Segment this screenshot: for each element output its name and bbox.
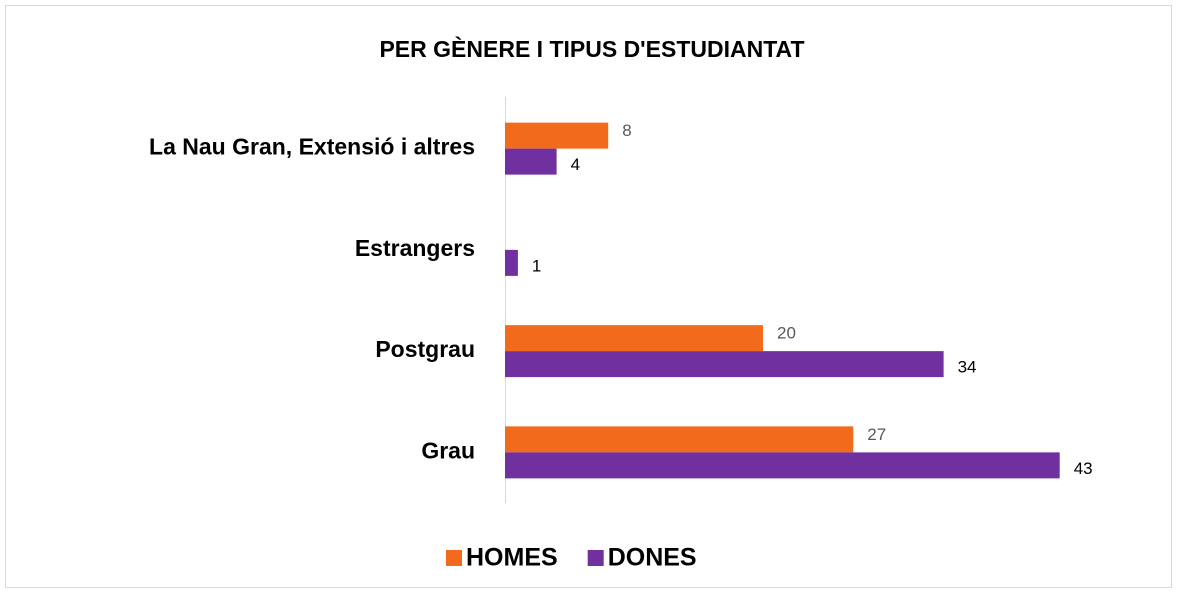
chart-title: PER GÈNERE I TIPUS D'ESTUDIANTAT bbox=[379, 35, 804, 62]
category-label: Grau bbox=[421, 437, 475, 463]
bar bbox=[505, 122, 609, 149]
value-label: 43 bbox=[1074, 459, 1093, 478]
value-label: 27 bbox=[867, 425, 886, 444]
value-label: 20 bbox=[777, 324, 796, 343]
bar bbox=[505, 351, 944, 378]
bar bbox=[505, 325, 763, 352]
bar bbox=[505, 148, 557, 175]
bar bbox=[505, 249, 518, 276]
bar bbox=[505, 426, 854, 453]
value-label: 1 bbox=[532, 256, 541, 275]
bar bbox=[505, 452, 1060, 479]
category-label: Estrangers bbox=[355, 235, 475, 261]
category-label: La Nau Gran, Extensió i altres bbox=[149, 134, 475, 160]
value-label: 8 bbox=[622, 121, 631, 140]
legend-swatch bbox=[587, 550, 604, 566]
value-label: 4 bbox=[571, 155, 580, 174]
legend-label: DONES bbox=[608, 544, 697, 572]
category-label: Postgrau bbox=[375, 336, 475, 362]
legend-label: HOMES bbox=[466, 544, 558, 572]
value-label: 34 bbox=[958, 358, 977, 377]
chart-border bbox=[5, 5, 1172, 588]
legend-swatch bbox=[446, 550, 462, 566]
